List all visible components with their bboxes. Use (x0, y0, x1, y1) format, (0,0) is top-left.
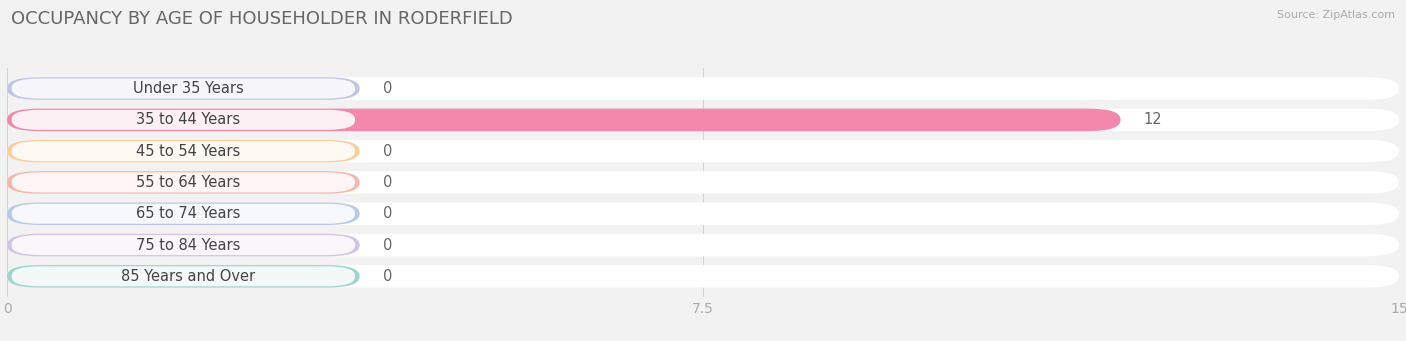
FancyBboxPatch shape (7, 234, 1399, 256)
FancyBboxPatch shape (11, 141, 354, 161)
Text: 0: 0 (382, 238, 392, 253)
FancyBboxPatch shape (7, 108, 1399, 131)
FancyBboxPatch shape (7, 140, 360, 162)
FancyBboxPatch shape (7, 77, 360, 100)
FancyBboxPatch shape (11, 204, 354, 224)
Text: 35 to 44 Years: 35 to 44 Years (136, 112, 240, 127)
FancyBboxPatch shape (7, 265, 1399, 287)
FancyBboxPatch shape (7, 77, 1399, 100)
Text: 0: 0 (382, 81, 392, 96)
Text: 65 to 74 Years: 65 to 74 Years (136, 206, 240, 221)
FancyBboxPatch shape (11, 173, 354, 192)
Text: Source: ZipAtlas.com: Source: ZipAtlas.com (1277, 10, 1395, 20)
FancyBboxPatch shape (7, 140, 1399, 162)
FancyBboxPatch shape (11, 235, 354, 255)
Text: 85 Years and Over: 85 Years and Over (121, 269, 254, 284)
Text: 75 to 84 Years: 75 to 84 Years (136, 238, 240, 253)
Text: 0: 0 (382, 269, 392, 284)
Text: 45 to 54 Years: 45 to 54 Years (136, 144, 240, 159)
FancyBboxPatch shape (7, 203, 1399, 225)
FancyBboxPatch shape (7, 234, 360, 256)
FancyBboxPatch shape (11, 110, 354, 130)
Text: 0: 0 (382, 206, 392, 221)
FancyBboxPatch shape (11, 78, 354, 99)
Text: 0: 0 (382, 175, 392, 190)
Text: 12: 12 (1144, 112, 1163, 127)
Text: 55 to 64 Years: 55 to 64 Years (136, 175, 240, 190)
FancyBboxPatch shape (7, 203, 360, 225)
FancyBboxPatch shape (7, 108, 1121, 131)
Text: OCCUPANCY BY AGE OF HOUSEHOLDER IN RODERFIELD: OCCUPANCY BY AGE OF HOUSEHOLDER IN RODER… (11, 10, 513, 28)
FancyBboxPatch shape (7, 171, 360, 194)
Text: Under 35 Years: Under 35 Years (132, 81, 243, 96)
FancyBboxPatch shape (7, 171, 1399, 194)
FancyBboxPatch shape (11, 266, 354, 286)
Text: 0: 0 (382, 144, 392, 159)
FancyBboxPatch shape (7, 265, 360, 287)
